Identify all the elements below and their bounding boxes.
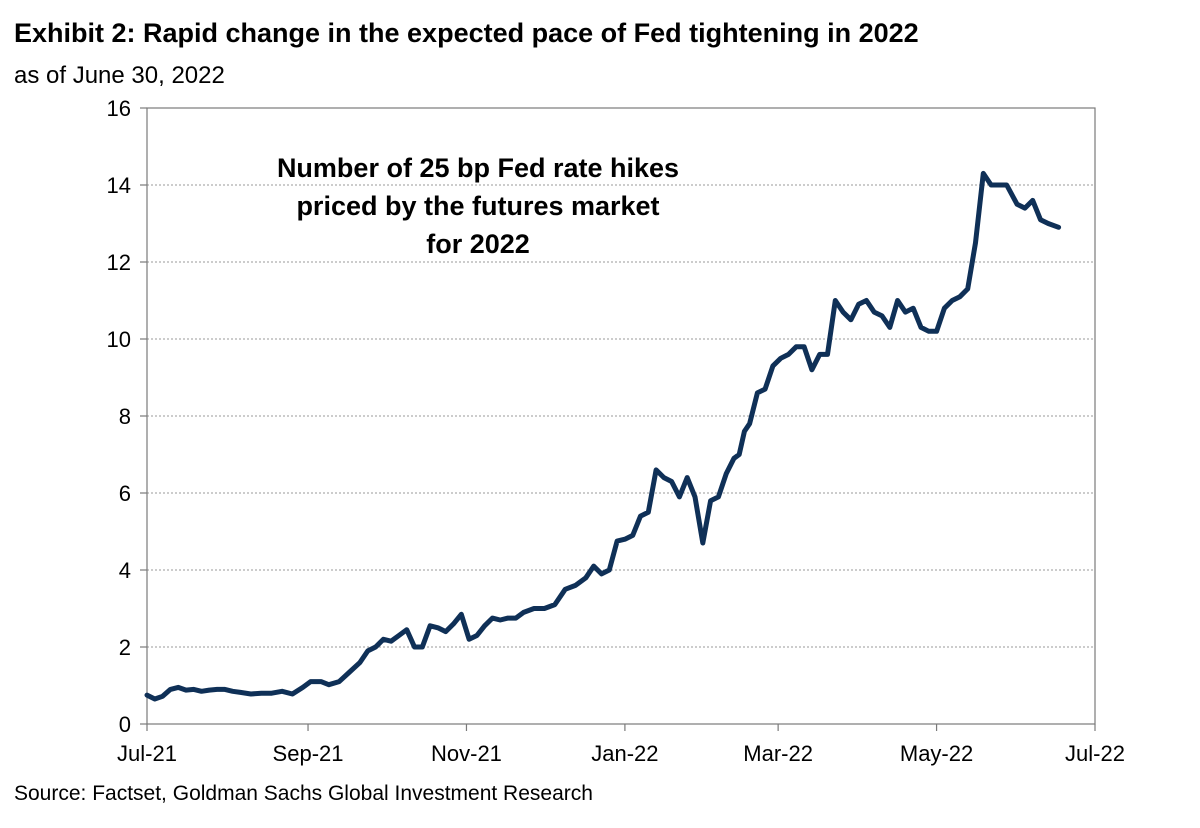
y-tick-label: 10 <box>107 327 131 352</box>
y-tick-label: 6 <box>119 481 131 506</box>
y-tick-label: 12 <box>107 250 131 275</box>
x-tick-label: Mar-22 <box>743 741 813 766</box>
annotation-line: Number of 25 bp Fed rate hikes <box>277 153 679 183</box>
series-line <box>144 170 1062 702</box>
chart-subtitle: as of June 30, 2022 <box>14 62 225 89</box>
x-tick-label: Nov-21 <box>431 741 502 766</box>
chart-title: Exhibit 2: Rapid change in the expected … <box>14 18 919 48</box>
x-tick-label: May-22 <box>900 741 973 766</box>
source-note: Source: Factset, Goldman Sachs Global In… <box>14 782 593 805</box>
y-tick-label: 14 <box>107 173 131 198</box>
x-axis: Jul-21 Sep-21 Nov-21 Jan-22 Mar-22 May-22 Jul-… <box>117 724 1125 766</box>
y-tick-label: 2 <box>119 635 131 660</box>
x-tick-label: Jul-21 <box>117 741 177 766</box>
x-tick-label: Jul-22 <box>1065 741 1125 766</box>
y-tick-label: 4 <box>119 558 131 583</box>
annotation-line: priced by the futures market <box>296 191 659 221</box>
y-tick-label: 0 <box>119 712 131 737</box>
x-tick-label: Sep-21 <box>273 741 344 766</box>
y-tick-label: 8 <box>119 404 131 429</box>
gridlines <box>147 184 1095 648</box>
chart-annotation: Number of 25 bp Fed rate hikes priced by … <box>277 153 679 259</box>
x-tick-label: Jan-22 <box>591 741 658 766</box>
y-axis: 0 2 4 6 8 10 12 14 16 <box>107 96 147 737</box>
annotation-line: for 2022 <box>426 229 530 259</box>
y-tick-label: 16 <box>107 96 131 121</box>
